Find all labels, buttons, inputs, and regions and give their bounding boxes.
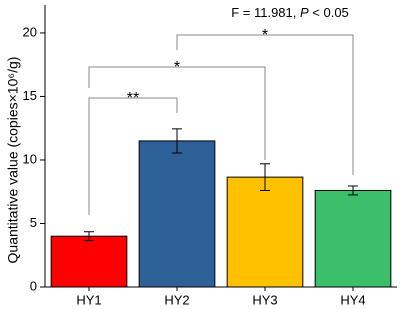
- bar: [50, 235, 128, 288]
- y-tick-label: 0: [30, 278, 37, 293]
- significance-bracket: [176, 34, 354, 175]
- bar: [226, 176, 304, 288]
- x-tick-label: HY3: [252, 292, 277, 307]
- x-tick-label: HY1: [76, 292, 101, 307]
- annotation-part: F = 11.981,: [231, 5, 300, 20]
- y-axis-label: Quantitative value (copies×10⁶/g): [5, 57, 21, 264]
- bar: [138, 140, 216, 288]
- significance-label: *: [174, 59, 180, 76]
- significance-bracket: [88, 97, 178, 215]
- x-tick-label: HY2: [164, 292, 189, 307]
- y-tick-label: 15: [23, 88, 37, 103]
- y-tick-label: 20: [23, 24, 37, 39]
- y-tick-label: 10: [23, 151, 37, 166]
- bar: [314, 189, 392, 288]
- annotation-part: < 0.05: [309, 5, 349, 20]
- annotation-part: P: [300, 5, 309, 20]
- stat-annotation: F = 11.981, P < 0.05: [231, 5, 349, 20]
- x-tick-label: HY4: [340, 292, 365, 307]
- significance-label: *: [262, 27, 268, 44]
- y-tick-label: 5: [30, 215, 37, 230]
- significance-label: **: [127, 90, 139, 107]
- significance-bracket: [88, 66, 266, 160]
